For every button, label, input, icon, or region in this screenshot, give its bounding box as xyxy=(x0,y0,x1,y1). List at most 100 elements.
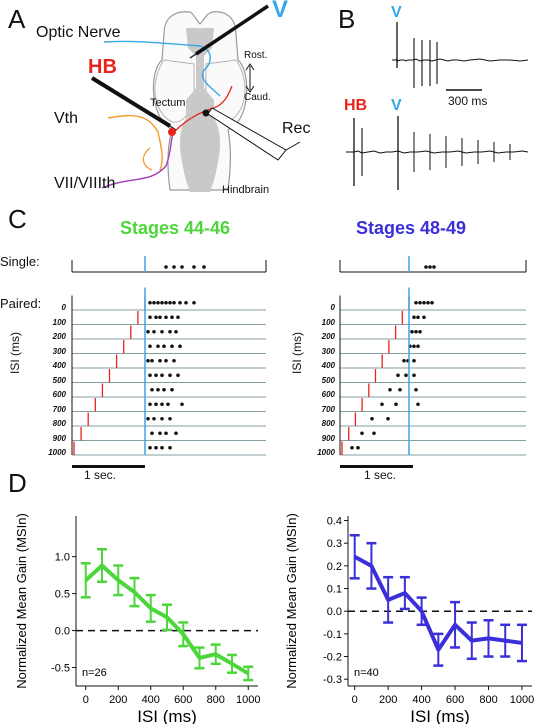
single-spike-dot xyxy=(428,265,432,269)
paired-spike-dot xyxy=(158,358,162,363)
paired-spike-dot xyxy=(356,445,360,450)
x-tick-label: 1000 xyxy=(510,694,534,706)
paired-spike-dot xyxy=(146,358,150,363)
paired-spike-dot xyxy=(176,373,180,378)
paired-spike-dot xyxy=(156,344,160,349)
isi-row-label: 800 xyxy=(321,419,335,428)
paired-spike-dot xyxy=(152,329,156,334)
x-tick-label: 600 xyxy=(174,694,192,706)
trace-scale-label: 300 ms xyxy=(448,94,488,108)
y-tick-label: 1.0 xyxy=(55,552,70,564)
paired-spike-dot xyxy=(414,387,418,392)
paired-spike-dot xyxy=(386,416,390,421)
y-axis-label: Normalized Mean Gain (MSIn) xyxy=(284,513,299,689)
x-tick-label: 400 xyxy=(412,694,430,706)
isi-row-label: 0 xyxy=(330,303,335,312)
isi-row-label: 500 xyxy=(321,375,335,385)
isi-row-label: 1000 xyxy=(317,448,335,457)
paired-spike-dot xyxy=(416,344,420,349)
paired-spike-dot xyxy=(412,315,416,320)
isi-row-labels-left: 0 100 200 300 400 500 600 700 800 900 10… xyxy=(26,303,66,463)
isi-row-label: 800 xyxy=(52,419,66,428)
paired-spike-dot xyxy=(162,344,166,349)
paired-spike-dot xyxy=(160,329,164,334)
scale-bar-left xyxy=(72,465,145,468)
paired-spike-dot xyxy=(164,431,168,436)
paired-spike-dot xyxy=(164,358,168,363)
x-tick-label: 400 xyxy=(142,694,160,706)
x-tick-label: 800 xyxy=(207,694,225,706)
isi-row-labels-right: 0 100 200 300 400 500 600 700 800 900 10… xyxy=(295,303,335,463)
single-spike-dot xyxy=(164,265,168,269)
trace-label-v-top: V xyxy=(391,4,402,21)
paired-spike-dot xyxy=(412,344,416,349)
y-tick-label: -0.2 xyxy=(323,652,342,664)
paired-spike-dot xyxy=(148,300,152,305)
paired-spike-dot xyxy=(398,387,402,392)
paired-spike-dot xyxy=(150,358,154,363)
paired-spike-dot xyxy=(426,300,430,305)
paired-spike-dot xyxy=(418,300,422,305)
paired-spike-dot xyxy=(146,329,150,334)
trace-label-v-bottom: V xyxy=(391,97,402,114)
brain-schematic xyxy=(90,4,301,192)
y-tick-label: 0.3 xyxy=(327,538,342,550)
label-optic-nerve: Optic Nerve xyxy=(36,24,121,41)
paired-spike-dot xyxy=(168,329,172,334)
label-caudal: Caud. xyxy=(244,92,271,103)
y-tick-label: 0.0 xyxy=(55,626,70,638)
paired-spike-dot xyxy=(412,358,416,363)
paired-spike-dot xyxy=(176,315,180,320)
paired-spike-dot xyxy=(164,300,168,305)
isi-row-label: 300 xyxy=(321,346,335,356)
paired-spike-dot xyxy=(148,402,152,407)
paired-spike-dot xyxy=(168,300,172,305)
paired-spike-dot xyxy=(164,315,168,320)
isi-row-label: 900 xyxy=(52,433,66,443)
x-tick-label: 0 xyxy=(352,694,358,706)
paired-spike-dot xyxy=(170,315,174,320)
sample-size-label: n=26 xyxy=(82,667,107,679)
paired-spike-dot xyxy=(160,402,164,407)
label-rostral: Rost. xyxy=(244,50,268,61)
isi-row-label: 700 xyxy=(52,404,66,414)
paired-spike-dot xyxy=(152,300,156,305)
isi-row-label: 700 xyxy=(321,404,335,414)
paired-spike-dot xyxy=(174,431,178,436)
isi-row-label: 1000 xyxy=(48,448,66,457)
isi-row-label: 0 xyxy=(61,303,66,312)
isi-row-label: 100 xyxy=(52,317,66,327)
paired-spike-dot xyxy=(152,416,156,421)
paired-spike-dot xyxy=(162,387,166,392)
paired-spike-dot xyxy=(180,402,184,407)
isi-row-label: 500 xyxy=(52,375,66,385)
paired-spike-dot xyxy=(168,373,172,378)
paired-spike-dot xyxy=(416,402,420,407)
paired-spike-dot xyxy=(402,358,406,363)
single-spike-dot xyxy=(172,265,176,269)
raster-plots xyxy=(71,256,527,468)
paired-spike-dot xyxy=(418,329,422,334)
y-tick-label: -0.1 xyxy=(323,629,342,641)
paired-spike-dot xyxy=(414,329,418,334)
paired-spike-dot xyxy=(192,300,196,305)
recording-traces xyxy=(346,22,529,190)
paired-spike-dot xyxy=(154,402,158,407)
paired-spike-dot xyxy=(160,300,164,305)
single-spike-dot xyxy=(424,265,428,269)
paired-spike-dot xyxy=(172,300,176,305)
paired-spike-dot xyxy=(166,402,170,407)
paired-spike-dot xyxy=(174,329,178,334)
paired-spike-dot xyxy=(156,387,160,392)
y-tick-label: 0.2 xyxy=(327,561,342,573)
paired-spike-dot xyxy=(410,329,414,334)
label-tectum: Tectum xyxy=(150,97,186,109)
single-spike-dot xyxy=(432,265,436,269)
single-spike-dot xyxy=(202,265,206,269)
isi-row-label: 400 xyxy=(52,361,66,370)
paired-spike-dot xyxy=(148,445,152,450)
y-tick-label: 0.0 xyxy=(327,606,342,618)
x-tick-label: 0 xyxy=(83,694,89,706)
paired-label: Paired: xyxy=(0,296,42,311)
